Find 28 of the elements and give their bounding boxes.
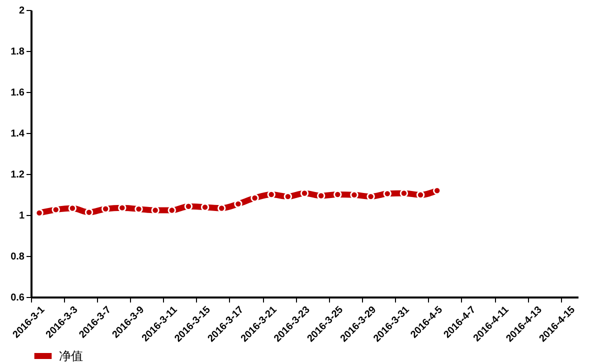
y-tick-label: 0.6	[10, 292, 25, 304]
point	[433, 186, 442, 195]
legend-label: 净值	[59, 349, 83, 363]
point	[218, 204, 226, 212]
point	[350, 190, 358, 200]
y-tick-label: 0.8	[10, 252, 25, 262]
y-tick-label: 1.4	[10, 128, 25, 140]
y-tick-label: 1.6	[10, 88, 25, 98]
point	[184, 202, 193, 210]
point	[383, 190, 392, 198]
point	[84, 208, 94, 216]
point	[168, 206, 176, 214]
point	[151, 206, 160, 214]
point	[316, 192, 326, 200]
point	[68, 204, 77, 212]
point	[118, 204, 126, 212]
y-tick-label: 2	[18, 6, 25, 16]
y-tick-label: 1.2	[10, 170, 25, 180]
point	[250, 194, 259, 202]
point	[234, 200, 242, 208]
point	[200, 203, 210, 212]
point	[300, 189, 309, 198]
y-tick-label: 1.8	[10, 46, 25, 58]
point	[52, 206, 60, 214]
y-tick-label: 1	[18, 210, 25, 222]
point	[134, 204, 143, 214]
point	[101, 204, 110, 213]
point	[400, 189, 408, 198]
